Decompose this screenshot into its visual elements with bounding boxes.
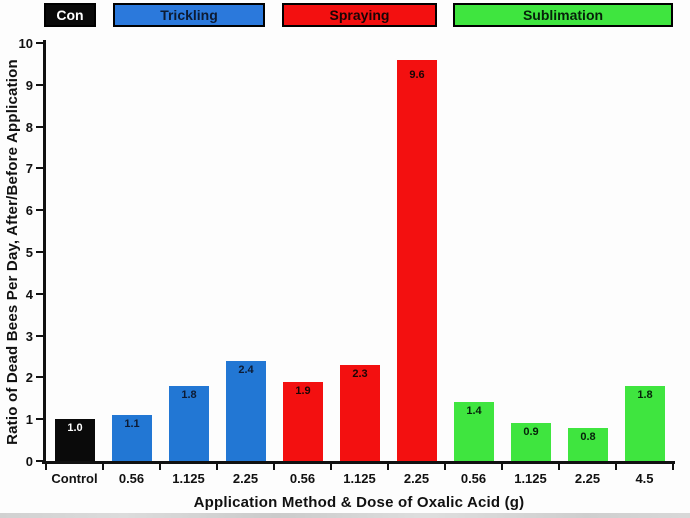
x-tick-label-1.125: 1.125 — [172, 471, 205, 486]
y-tick — [36, 42, 43, 44]
x-tick-label-1.125: 1.125 — [343, 471, 376, 486]
y-tick-label: 4 — [25, 286, 33, 302]
bar-sublimation-1.125: 0.9 — [511, 423, 551, 461]
bar-spraying-2.25: 9.6 — [397, 60, 437, 461]
y-tick — [36, 376, 43, 379]
y-tick — [36, 418, 43, 421]
x-tick — [501, 464, 503, 470]
bar-control-control: 1.0 — [55, 419, 95, 461]
y-axis-line — [43, 40, 46, 464]
x-tick — [672, 464, 674, 470]
x-tick — [444, 464, 446, 470]
legend-item-con: Con — [44, 3, 96, 27]
bar-spraying-1.125: 2.3 — [340, 365, 380, 461]
legend-item-spraying: Spraying — [282, 3, 437, 27]
bar-value-label: 1.8 — [181, 389, 197, 401]
y-tick-label: 7 — [25, 161, 33, 177]
x-tick — [387, 464, 389, 470]
bar-value-label: 0.8 — [580, 431, 596, 443]
x-axis-line — [42, 461, 675, 464]
x-tick-label-0.56: 0.56 — [460, 471, 487, 486]
y-tick — [36, 460, 43, 462]
x-tick — [558, 464, 560, 470]
x-axis-title: Application Method & Dose of Oxalic Acid… — [193, 494, 525, 511]
y-tick-label: 3 — [25, 328, 33, 344]
bar-sublimation-2.25: 0.8 — [568, 428, 608, 461]
bar-trickling-1.125: 1.8 — [169, 386, 209, 461]
y-tick-label: 9 — [25, 77, 33, 93]
x-tick-label-4.5: 4.5 — [635, 471, 654, 486]
bar-value-label: 1.0 — [67, 422, 83, 434]
y-tick-label: 10 — [18, 36, 33, 51]
x-tick-label-2.25: 2.25 — [403, 471, 430, 486]
y-tick-label: 6 — [25, 203, 33, 219]
y-tick-label: 5 — [25, 245, 33, 260]
x-tick-label-2.25: 2.25 — [574, 471, 601, 486]
x-tick-label-0.56: 0.56 — [118, 471, 145, 486]
y-tick-label: 1 — [25, 412, 33, 428]
x-tick-label-control: Control — [51, 471, 98, 486]
bar-sublimation-4.5: 1.8 — [625, 386, 665, 461]
bar-sublimation-0.56: 1.4 — [454, 402, 494, 461]
x-tick-label-1.125: 1.125 — [514, 471, 547, 486]
x-tick — [216, 464, 218, 470]
y-tick-label: 2 — [25, 370, 33, 386]
bar-value-label: 0.9 — [523, 426, 539, 438]
bar-value-label: 2.3 — [352, 368, 368, 380]
x-tick — [273, 464, 275, 470]
x-tick — [45, 464, 47, 470]
legend-item-trickling: Trickling — [113, 3, 265, 27]
x-tick-label-0.56: 0.56 — [289, 471, 316, 486]
bar-value-label: 1.4 — [466, 405, 482, 417]
bar-trickling-0.56: 1.1 — [112, 415, 152, 461]
y-tick-label: 0 — [25, 454, 33, 469]
bar-trickling-2.25: 2.4 — [226, 361, 266, 461]
y-tick — [36, 209, 43, 212]
y-tick — [36, 292, 43, 295]
x-tick-label-2.25: 2.25 — [232, 471, 259, 486]
y-tick — [36, 125, 43, 128]
bar-value-label: 9.6 — [409, 69, 425, 81]
x-tick — [159, 464, 161, 470]
bar-spraying-0.56: 1.9 — [283, 382, 323, 461]
x-tick — [615, 464, 617, 470]
x-tick — [102, 464, 104, 470]
bar-value-label: 2.4 — [238, 364, 254, 376]
bar-value-label: 1.8 — [637, 389, 653, 401]
bar-value-label: 1.1 — [124, 418, 140, 430]
y-tick — [36, 334, 43, 337]
x-tick — [330, 464, 332, 470]
y-tick — [36, 251, 43, 253]
bar-value-label: 1.9 — [295, 385, 311, 397]
scan-artifact-strip — [0, 513, 690, 518]
y-tick-label: 8 — [25, 119, 33, 135]
y-tick — [36, 83, 43, 86]
legend-item-sublimation: Sublimation — [453, 3, 673, 27]
y-tick — [36, 167, 43, 170]
